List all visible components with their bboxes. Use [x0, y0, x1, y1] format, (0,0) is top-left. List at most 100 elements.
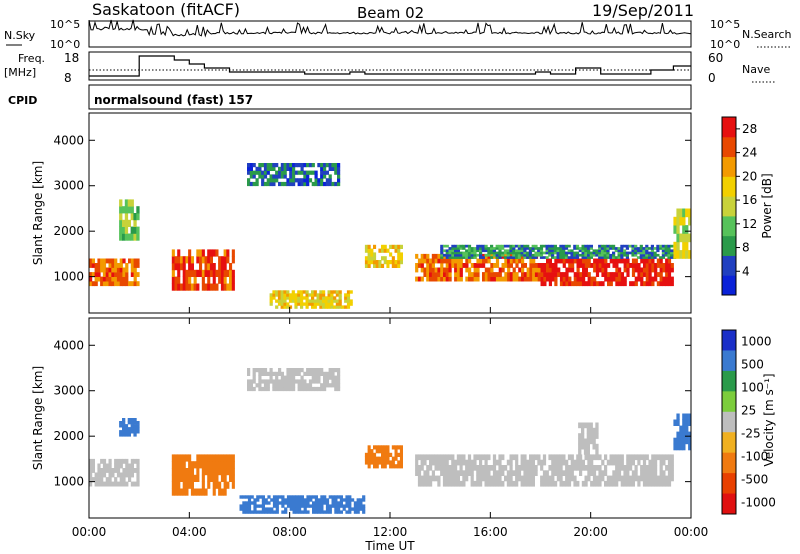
scatter-cell [581, 459, 585, 466]
scatter-cell [381, 460, 385, 465]
scatter-cell [440, 454, 444, 461]
scatter-cell [420, 454, 424, 461]
scatter-cell [105, 468, 109, 473]
scatter-cell [645, 247, 649, 250]
colorbar-tick-label: 8 [742, 241, 750, 255]
scatter-cell [373, 263, 377, 268]
scatter-cell [590, 276, 594, 282]
scatter-cell [339, 510, 343, 514]
scatter-cell [320, 495, 324, 499]
scatter-cell [587, 251, 591, 255]
scatter-cell [545, 470, 549, 476]
scatter-cell [512, 251, 516, 255]
scatter-cell [130, 430, 134, 434]
scatter-cell [386, 460, 390, 465]
scatter-cell [640, 454, 644, 461]
scatter-cell [554, 263, 558, 268]
scatter-cell [364, 248, 368, 253]
scatter-cell [470, 263, 474, 268]
scatter-cell [431, 267, 435, 273]
colorbar-tick-label: 12 [742, 217, 757, 231]
scatter-cell [278, 166, 282, 171]
scatter-cell [245, 507, 249, 511]
scatter-cell [670, 459, 674, 466]
scatter-cell [207, 249, 211, 257]
scatter-cell [529, 276, 533, 282]
scatter-cell [204, 468, 208, 476]
scatter-cell [292, 495, 296, 499]
scatter-cell [314, 174, 318, 179]
scatter-cell [171, 283, 175, 291]
scatter-cell [119, 421, 123, 425]
scatter-cell [551, 267, 555, 273]
scatter-cell [434, 465, 438, 471]
scatter-cell [679, 208, 683, 218]
scatter-cell [420, 276, 424, 282]
scatter-cell [534, 454, 538, 461]
scatter-cell [252, 386, 256, 392]
scatter-cell [378, 248, 382, 253]
scatter-cell [648, 281, 652, 287]
scatter-cell [133, 458, 137, 464]
scatter-cell [595, 433, 599, 439]
scatter-cell [346, 290, 351, 294]
scatter-cell [111, 263, 115, 268]
scatter-cell [317, 501, 321, 505]
scatter-cell [373, 260, 377, 265]
scatter-cell [431, 272, 435, 277]
scatter-cell [501, 276, 505, 282]
scatter-cell [294, 379, 298, 384]
scatter-cell [264, 501, 268, 505]
scatter-cell [127, 427, 131, 431]
scatter-cell [298, 504, 302, 508]
scatter-cell [333, 299, 337, 303]
scatter-cell [280, 375, 284, 380]
scatter-cell [579, 470, 583, 476]
scatter-cell [587, 244, 591, 248]
scatter-cell [676, 419, 680, 426]
scatter-cell [462, 459, 466, 466]
scatter-cell [484, 475, 488, 482]
scatter-cell [256, 498, 260, 502]
scatter-cell [479, 256, 483, 259]
scatter-cell [437, 454, 441, 461]
scatter-cell [661, 251, 665, 255]
scatter-cell [286, 371, 290, 376]
scatter-cell [337, 163, 341, 168]
scatter-cell [648, 267, 652, 273]
scatter-cell [319, 296, 323, 300]
scatter-cell [346, 305, 351, 309]
scatter-cell [443, 258, 447, 264]
scatter-cell [133, 281, 137, 287]
scatter-cell [504, 276, 508, 282]
scatter-cell [94, 267, 98, 273]
scatter-cell [327, 290, 331, 294]
scatter-cell [344, 299, 348, 303]
scatter-cell [570, 465, 574, 471]
scatter-cell [356, 504, 360, 508]
scatter-cell [667, 480, 672, 487]
scatter-cell [662, 470, 666, 476]
scatter-cell [286, 290, 290, 294]
scatter-cell [337, 170, 341, 175]
scatter-cell [617, 247, 621, 250]
scatter-cell [215, 474, 219, 482]
scatter-cell [520, 480, 524, 487]
x-tick-label: 20:00 [573, 525, 608, 539]
scatter-cell [598, 454, 602, 461]
scatter-cell [573, 459, 577, 466]
scatter-cell [116, 472, 121, 478]
scatter-cell [593, 276, 597, 282]
scatter-cell [283, 305, 287, 309]
scatter-cell [397, 260, 401, 265]
scatter-cell [615, 465, 619, 471]
scatter-cell [174, 263, 178, 271]
scatter-cell [618, 272, 622, 277]
scatter-cell [445, 251, 449, 255]
scatter-cell [272, 174, 276, 179]
scatter-cell [128, 472, 132, 478]
scatter-cell [661, 253, 665, 257]
scatter-cell [215, 283, 219, 291]
scatter-cell [667, 244, 671, 248]
scatter-cell [570, 470, 574, 476]
